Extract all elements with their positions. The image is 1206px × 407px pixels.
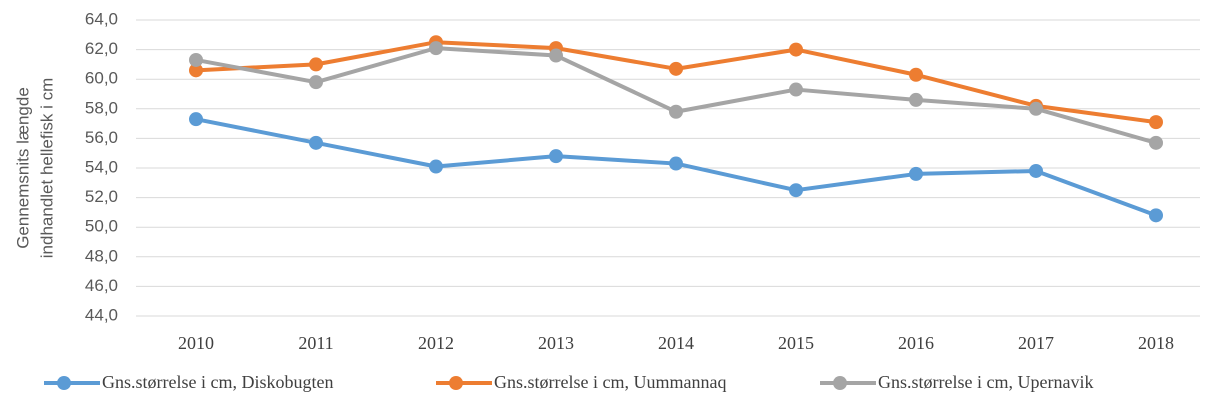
y-tick-label: 44,0 bbox=[85, 305, 118, 324]
data-point bbox=[669, 104, 683, 119]
y-tick-label: 50,0 bbox=[85, 217, 118, 236]
data-point bbox=[789, 183, 803, 198]
data-point bbox=[1149, 208, 1163, 223]
legend-label: Gns.størrelse i cm, Upernavik bbox=[878, 372, 1093, 392]
data-point bbox=[669, 61, 683, 76]
legend-label: Gns.størrelse i cm, Uummannaq bbox=[494, 372, 726, 392]
y-axis-title: Gennemsnits længde bbox=[13, 87, 32, 249]
data-point bbox=[1149, 135, 1163, 150]
x-tick-label: 2010 bbox=[178, 333, 214, 353]
x-tick-label: 2012 bbox=[418, 333, 454, 353]
y-tick-label: 54,0 bbox=[85, 157, 118, 176]
data-point bbox=[429, 159, 443, 174]
x-tick-label: 2013 bbox=[538, 333, 574, 353]
y-tick-label: 52,0 bbox=[85, 187, 118, 206]
y-tick-label: 62,0 bbox=[85, 39, 118, 58]
y-tick-label: 58,0 bbox=[85, 98, 118, 117]
data-point bbox=[789, 82, 803, 97]
x-tick-label: 2016 bbox=[898, 333, 934, 353]
data-point bbox=[789, 42, 803, 57]
data-point bbox=[1029, 163, 1043, 178]
y-tick-label: 46,0 bbox=[85, 276, 118, 295]
legend-marker bbox=[833, 376, 847, 390]
legend-marker bbox=[57, 376, 71, 390]
data-point bbox=[549, 48, 563, 63]
data-point bbox=[669, 156, 683, 171]
x-tick-label: 2015 bbox=[778, 333, 814, 353]
data-point bbox=[309, 75, 323, 90]
x-tick-label: 2014 bbox=[658, 333, 694, 353]
y-tick-label: 56,0 bbox=[85, 128, 118, 147]
legend-label: Gns.størrelse i cm, Diskobugten bbox=[102, 372, 333, 392]
data-point bbox=[1029, 101, 1043, 116]
x-tick-label: 2018 bbox=[1138, 333, 1174, 353]
data-point bbox=[429, 41, 443, 56]
data-point bbox=[189, 52, 203, 67]
y-tick-label: 64,0 bbox=[85, 9, 118, 28]
data-point bbox=[909, 166, 923, 181]
legend-marker bbox=[449, 376, 463, 390]
y-tick-label: 48,0 bbox=[85, 246, 118, 265]
y-tick-label: 60,0 bbox=[85, 69, 118, 88]
data-point bbox=[309, 57, 323, 72]
data-point bbox=[909, 92, 923, 107]
x-tick-label: 2017 bbox=[1018, 333, 1054, 353]
data-point bbox=[909, 67, 923, 82]
y-axis-title: indhandlet hellefisk i cm bbox=[37, 78, 56, 258]
data-point bbox=[549, 149, 563, 164]
data-point bbox=[189, 112, 203, 127]
data-point bbox=[309, 135, 323, 150]
data-point bbox=[1149, 115, 1163, 130]
data-point bbox=[189, 63, 203, 78]
x-tick-label: 2011 bbox=[298, 333, 333, 353]
